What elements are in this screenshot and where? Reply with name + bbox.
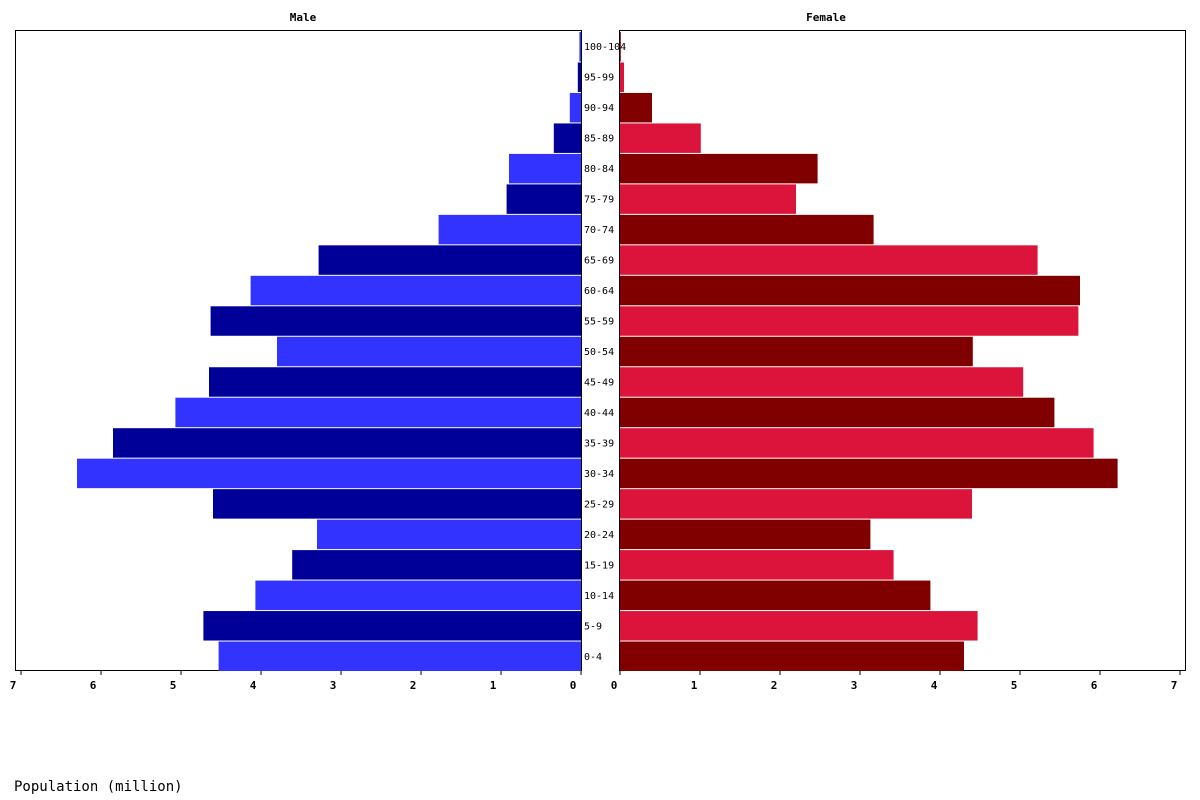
- male-bar-30-34: [77, 458, 581, 489]
- male-bar-20-24: [317, 519, 581, 550]
- female-tick-label-4: 4: [931, 679, 938, 692]
- male-bar-65-69: [318, 245, 581, 275]
- age-label-30-34: 30-34: [584, 469, 614, 480]
- male-bar-100-104: [579, 32, 581, 62]
- female-bar-55-59: [620, 306, 1079, 336]
- age-label-60-64: 60-64: [584, 286, 614, 297]
- female-bar-85-89: [620, 123, 701, 153]
- female-bar-100-104: [620, 32, 621, 62]
- female-bar-0-4: [620, 641, 964, 671]
- male-bar-25-29: [213, 489, 581, 519]
- female-tick-label-6: 6: [1091, 679, 1098, 692]
- male-bar-0-4: [218, 641, 581, 671]
- male-bar-15-19: [292, 550, 581, 580]
- male-bar-95-99: [577, 62, 581, 92]
- age-label-95-99: 95-99: [584, 73, 614, 84]
- male-tick-label-3: 3: [330, 679, 337, 692]
- female-bar-75-79: [620, 184, 796, 214]
- female-bar-80-84: [620, 153, 818, 184]
- male-tick-label-0: 0: [570, 679, 577, 692]
- male-bar-45-49: [209, 367, 581, 397]
- female-bar-90-94: [620, 92, 652, 123]
- female-bar-60-64: [620, 275, 1080, 306]
- female-tick-label-2: 2: [771, 679, 778, 692]
- female-bar-15-19: [620, 550, 894, 580]
- female-tick-label-5: 5: [1011, 679, 1018, 692]
- age-label-65-69: 65-69: [584, 256, 614, 267]
- male-bar-90-94: [569, 92, 581, 123]
- age-label-50-54: 50-54: [584, 347, 614, 358]
- age-label-10-14: 10-14: [584, 591, 614, 602]
- male-bar-5-9: [203, 611, 581, 641]
- female-bar-50-54: [620, 336, 973, 367]
- female-tick-label-1: 1: [691, 679, 698, 692]
- female-bar-5-9: [620, 611, 978, 641]
- male-bar-40-44: [175, 397, 581, 428]
- age-label-15-19: 15-19: [584, 560, 614, 571]
- age-label-85-89: 85-89: [584, 134, 614, 145]
- male-bar-60-64: [250, 275, 581, 306]
- female-bar-70-74: [620, 214, 874, 245]
- age-label-80-84: 80-84: [584, 164, 614, 175]
- male-panel: Male 0 1 2 3 4 5 6 7: [10, 11, 582, 692]
- female-bar-30-34: [620, 458, 1118, 489]
- female-panel: Female 0 1 2 3 4 5 6 7: [611, 11, 1186, 692]
- age-label-40-44: 40-44: [584, 408, 614, 419]
- male-panel-title: Male: [290, 11, 317, 24]
- male-bar-35-39: [113, 428, 581, 458]
- age-label-45-49: 45-49: [584, 377, 614, 388]
- female-bar-35-39: [620, 428, 1094, 458]
- age-label-25-29: 25-29: [584, 499, 614, 510]
- male-tick-label-1: 1: [490, 679, 497, 692]
- female-bar-20-24: [620, 519, 871, 550]
- male-bar-70-74: [438, 214, 581, 245]
- x-axis-label: Population (million): [14, 779, 183, 795]
- age-label-20-24: 20-24: [584, 530, 614, 541]
- female-bar-25-29: [620, 489, 972, 519]
- age-label-35-39: 35-39: [584, 438, 614, 449]
- age-label-70-74: 70-74: [584, 225, 614, 236]
- male-bar-85-89: [553, 123, 581, 153]
- male-tick-label-5: 5: [170, 679, 177, 692]
- age-label-90-94: 90-94: [584, 103, 614, 114]
- female-bar-40-44: [620, 397, 1055, 428]
- age-label-75-79: 75-79: [584, 195, 614, 206]
- male-bar-50-54: [277, 336, 581, 367]
- male-tick-label-6: 6: [90, 679, 97, 692]
- age-label-100-104: 100-104: [584, 42, 626, 53]
- female-bar-65-69: [620, 245, 1038, 275]
- male-bar-10-14: [255, 580, 581, 611]
- age-label-0-4: 0-4: [584, 652, 602, 663]
- female-panel-title: Female: [806, 11, 846, 24]
- female-bar-45-49: [620, 367, 1024, 397]
- female-tick-label-7: 7: [1171, 679, 1178, 692]
- male-tick-label-7: 7: [10, 679, 17, 692]
- male-bar-80-84: [509, 153, 581, 184]
- age-label-55-59: 55-59: [584, 317, 614, 328]
- female-bar-95-99: [620, 62, 624, 92]
- male-tick-label-2: 2: [410, 679, 417, 692]
- female-tick-label-3: 3: [851, 679, 858, 692]
- male-tick-label-4: 4: [250, 679, 257, 692]
- male-bar-55-59: [210, 306, 581, 336]
- female-bar-10-14: [620, 580, 931, 611]
- male-bar-75-79: [506, 184, 581, 214]
- age-label-5-9: 5-9: [584, 621, 602, 632]
- female-tick-label-0: 0: [611, 679, 618, 692]
